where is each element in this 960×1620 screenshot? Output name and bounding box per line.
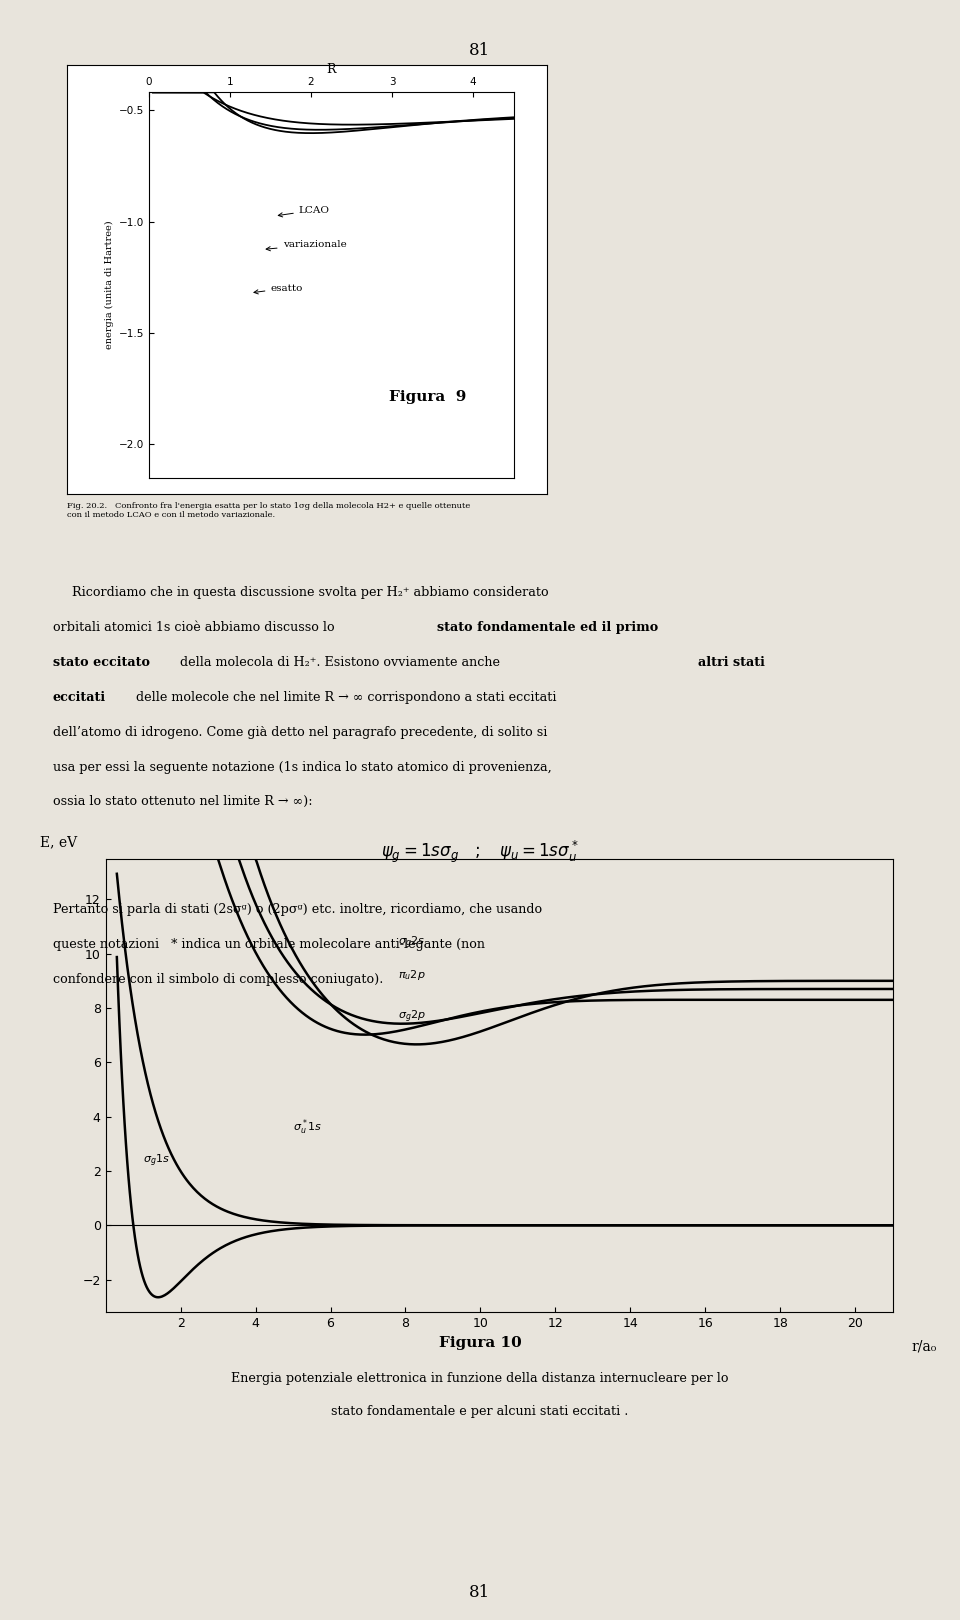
Text: $\sigma_g 2p$: $\sigma_g 2p$ xyxy=(398,1008,426,1025)
Text: delle molecole che nel limite R → ∞ corrispondono a stati eccitati: delle molecole che nel limite R → ∞ corr… xyxy=(132,690,557,705)
Text: Pertanto si parla di stati (2sσᵍ) o (2pσᵍ) etc. inoltre, ricordiamo, che usando: Pertanto si parla di stati (2sσᵍ) o (2pσ… xyxy=(53,902,542,917)
Text: 81: 81 xyxy=(469,1584,491,1601)
Text: $\pi_u 2p$: $\pi_u 2p$ xyxy=(398,969,425,982)
Text: $\psi_g = 1s\sigma_g \quad ; \quad \psi_u = 1s\sigma_u^*$: $\psi_g = 1s\sigma_g \quad ; \quad \psi_… xyxy=(381,839,579,865)
Y-axis label: energia (unita di Hartree): energia (unita di Hartree) xyxy=(106,220,114,350)
Text: stato eccitato: stato eccitato xyxy=(53,656,150,669)
Text: 81: 81 xyxy=(469,42,491,58)
Text: $\sigma_u^* 1s$: $\sigma_u^* 1s$ xyxy=(293,1118,323,1137)
Text: dell’atomo di idrogeno. Come già detto nel paragrafo precedente, di solito si: dell’atomo di idrogeno. Come già detto n… xyxy=(53,726,547,739)
Text: altri stati: altri stati xyxy=(698,656,765,669)
Text: confondere con il simbolo di complesso coniugato).: confondere con il simbolo di complesso c… xyxy=(53,972,383,987)
Text: $\sigma_g 1s$: $\sigma_g 1s$ xyxy=(143,1152,170,1168)
Text: stato fondamentale ed il primo: stato fondamentale ed il primo xyxy=(437,620,658,635)
Text: variazionale: variazionale xyxy=(266,240,347,251)
Text: Figura 10: Figura 10 xyxy=(439,1336,521,1351)
X-axis label: r/a₀: r/a₀ xyxy=(912,1340,937,1353)
Text: Energia potenziale elettronica in funzione della distanza internucleare per lo: Energia potenziale elettronica in funzio… xyxy=(231,1372,729,1385)
Text: della molecola di H₂⁺. Esistono ovviamente anche: della molecola di H₂⁺. Esistono ovviamen… xyxy=(176,656,504,669)
Text: stato fondamentale e per alcuni stati eccitati .: stato fondamentale e per alcuni stati ec… xyxy=(331,1405,629,1418)
Text: queste notazioni   * indica un orbitale molecolare anti-legante (non: queste notazioni * indica un orbitale mo… xyxy=(53,938,485,951)
Text: ossia lo stato ottenuto nel limite R → ∞):: ossia lo stato ottenuto nel limite R → ∞… xyxy=(53,795,312,808)
Y-axis label: E, eV: E, eV xyxy=(39,836,77,849)
Text: orbitali atomici 1s cioè abbiamo discusso lo: orbitali atomici 1s cioè abbiamo discuss… xyxy=(53,620,339,635)
Text: eccitati: eccitati xyxy=(53,690,106,705)
Text: esatto: esatto xyxy=(254,284,302,293)
Text: Ricordiamo che in questa discussione svolta per H₂⁺ abbiamo considerato: Ricordiamo che in questa discussione svo… xyxy=(72,586,548,599)
Text: Fig. 20.2.   Confronto fra l'energia esatta per lo stato 1σg della molecola H2+ : Fig. 20.2. Confronto fra l'energia esatt… xyxy=(67,502,470,520)
Text: $\sigma_g 2s$: $\sigma_g 2s$ xyxy=(398,935,425,951)
Text: Figura  9: Figura 9 xyxy=(389,390,466,403)
Text: LCAO: LCAO xyxy=(278,206,330,217)
X-axis label: R: R xyxy=(326,63,336,76)
Text: usa per essi la seguente notazione (1s indica lo stato atomico di provenienza,: usa per essi la seguente notazione (1s i… xyxy=(53,761,552,774)
